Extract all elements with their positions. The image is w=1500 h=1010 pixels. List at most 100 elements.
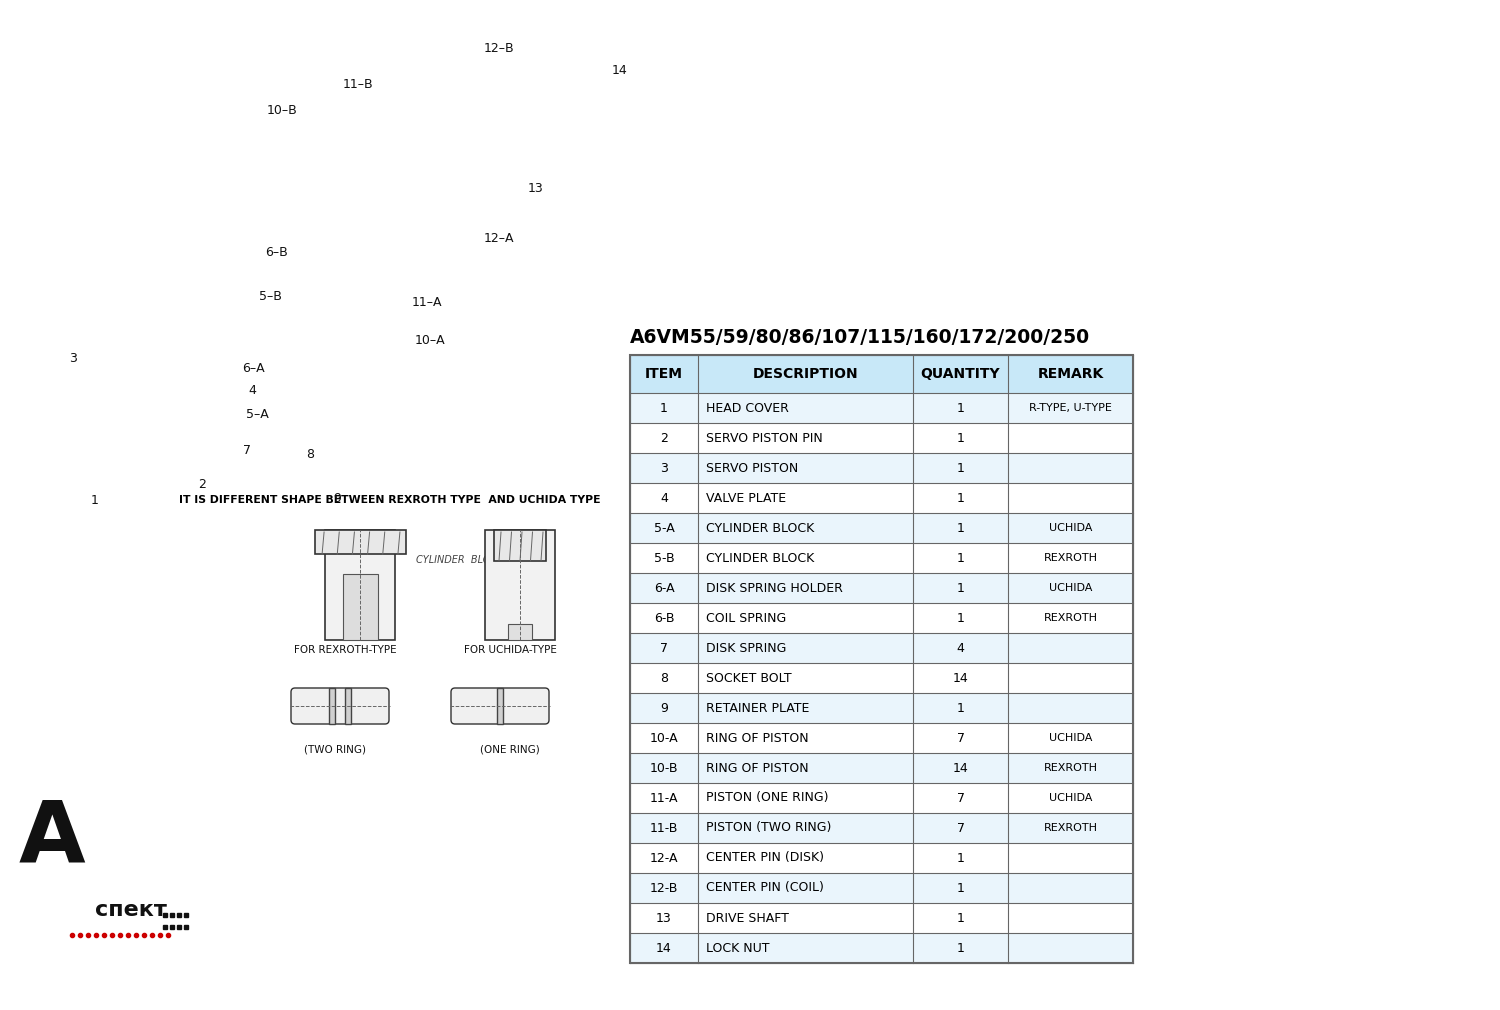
Text: 4: 4 bbox=[957, 641, 964, 654]
Text: 2: 2 bbox=[198, 479, 206, 492]
Bar bbox=[630, 693, 1132, 723]
Text: 1: 1 bbox=[957, 582, 964, 595]
Text: 9: 9 bbox=[660, 702, 668, 714]
Text: 3: 3 bbox=[69, 351, 76, 365]
Text: 1: 1 bbox=[957, 402, 964, 414]
Bar bbox=[507, 623, 532, 640]
Text: 6-B: 6-B bbox=[654, 611, 675, 624]
FancyBboxPatch shape bbox=[291, 688, 388, 724]
Text: CYLINDER BLOCK: CYLINDER BLOCK bbox=[706, 551, 815, 565]
Text: CENTER PIN (DISK): CENTER PIN (DISK) bbox=[706, 851, 824, 865]
Text: PISTON (TWO RING): PISTON (TWO RING) bbox=[706, 821, 831, 834]
Text: 8: 8 bbox=[306, 448, 314, 462]
Text: 12–B: 12–B bbox=[483, 41, 514, 55]
Bar bbox=[630, 573, 1132, 603]
Text: 11-B: 11-B bbox=[650, 821, 678, 834]
Text: 1: 1 bbox=[957, 521, 964, 534]
Text: 7: 7 bbox=[957, 821, 964, 834]
Text: 14: 14 bbox=[952, 672, 969, 685]
Text: 7: 7 bbox=[660, 641, 668, 654]
Text: IT IS DIFFERENT SHAPE BETWEEN REXROTH TYPE  AND UCHIDA TYPE: IT IS DIFFERENT SHAPE BETWEEN REXROTH TY… bbox=[180, 495, 600, 505]
Text: 7: 7 bbox=[957, 731, 964, 744]
Text: CENTER PIN (COIL): CENTER PIN (COIL) bbox=[706, 882, 824, 895]
Text: 10–B: 10–B bbox=[267, 103, 297, 116]
Text: DESCRIPTION: DESCRIPTION bbox=[753, 367, 858, 381]
Text: SERVO PISTON: SERVO PISTON bbox=[706, 462, 798, 475]
Text: 1: 1 bbox=[957, 702, 964, 714]
Text: 1: 1 bbox=[660, 402, 668, 414]
Text: REXROTH: REXROTH bbox=[1044, 823, 1098, 833]
Bar bbox=[494, 530, 546, 561]
Text: DISK SPRING: DISK SPRING bbox=[706, 641, 786, 654]
Text: 13: 13 bbox=[656, 911, 672, 924]
Bar bbox=[630, 393, 1132, 423]
Text: (TWO RING): (TWO RING) bbox=[304, 745, 366, 755]
Bar bbox=[345, 688, 351, 724]
Bar bbox=[630, 843, 1132, 873]
Text: 11–B: 11–B bbox=[342, 79, 374, 92]
Text: 12-B: 12-B bbox=[650, 882, 678, 895]
Text: 3: 3 bbox=[660, 462, 668, 475]
Text: VALVE PLATE: VALVE PLATE bbox=[706, 492, 786, 505]
Text: 4: 4 bbox=[660, 492, 668, 505]
Bar bbox=[342, 574, 378, 640]
Bar bbox=[630, 663, 1132, 693]
Bar bbox=[496, 688, 502, 724]
Text: 12–A: 12–A bbox=[483, 231, 514, 244]
Text: 14: 14 bbox=[952, 762, 969, 775]
Bar bbox=[630, 723, 1132, 753]
Text: UCHIDA: UCHIDA bbox=[1048, 523, 1092, 533]
Text: 2: 2 bbox=[660, 431, 668, 444]
Text: 6-A: 6-A bbox=[654, 582, 675, 595]
Bar bbox=[484, 530, 555, 640]
Text: RING OF PISTON: RING OF PISTON bbox=[706, 731, 809, 744]
Text: A6VM55/59/80/86/107/115/160/172/200/250: A6VM55/59/80/86/107/115/160/172/200/250 bbox=[630, 328, 1090, 347]
Text: 10-B: 10-B bbox=[650, 762, 678, 775]
Text: (ONE RING): (ONE RING) bbox=[480, 745, 540, 755]
Bar bbox=[630, 483, 1132, 513]
Bar bbox=[328, 688, 334, 724]
Bar bbox=[630, 355, 1132, 393]
Text: 13: 13 bbox=[528, 182, 544, 195]
Text: ITEM: ITEM bbox=[645, 367, 682, 381]
Text: 1: 1 bbox=[957, 611, 964, 624]
Text: 5-B: 5-B bbox=[654, 551, 675, 565]
Bar bbox=[630, 423, 1132, 453]
Text: COIL SPRING: COIL SPRING bbox=[706, 611, 786, 624]
Text: CYLINDER BLOCK: CYLINDER BLOCK bbox=[706, 521, 815, 534]
Bar bbox=[630, 355, 1132, 963]
Bar bbox=[630, 813, 1132, 843]
Bar bbox=[630, 783, 1132, 813]
Text: RING OF PISTON: RING OF PISTON bbox=[706, 762, 809, 775]
Text: 1: 1 bbox=[957, 911, 964, 924]
Text: 10–A: 10–A bbox=[414, 333, 446, 346]
Text: 10-A: 10-A bbox=[650, 731, 678, 744]
Text: 6–B: 6–B bbox=[264, 245, 288, 259]
Text: 11-A: 11-A bbox=[650, 792, 678, 805]
Text: 12-A: 12-A bbox=[650, 851, 678, 865]
Bar bbox=[630, 513, 1132, 543]
Text: 8: 8 bbox=[660, 672, 668, 685]
Text: SERVO PISTON PIN: SERVO PISTON PIN bbox=[706, 431, 822, 444]
Text: 5-A: 5-A bbox=[654, 521, 675, 534]
Text: 1: 1 bbox=[957, 551, 964, 565]
Text: 14: 14 bbox=[656, 941, 672, 954]
Text: CYLINDER  BLOCK: CYLINDER BLOCK bbox=[416, 556, 504, 565]
Text: спект: спект bbox=[94, 900, 166, 920]
Bar bbox=[630, 903, 1132, 933]
Text: 7: 7 bbox=[957, 792, 964, 805]
FancyBboxPatch shape bbox=[452, 688, 549, 724]
Text: UCHIDA: UCHIDA bbox=[1048, 793, 1092, 803]
Text: 1: 1 bbox=[92, 494, 99, 506]
Text: 5–A: 5–A bbox=[246, 408, 268, 421]
Text: DISK SPRING HOLDER: DISK SPRING HOLDER bbox=[706, 582, 843, 595]
Text: REXROTH: REXROTH bbox=[1044, 763, 1098, 773]
Text: 9: 9 bbox=[333, 492, 340, 505]
Text: FOR REXROTH-TYPE: FOR REXROTH-TYPE bbox=[294, 645, 396, 655]
Text: RETAINER PLATE: RETAINER PLATE bbox=[706, 702, 810, 714]
Bar bbox=[630, 453, 1132, 483]
Bar bbox=[326, 530, 394, 640]
Text: 4: 4 bbox=[248, 384, 256, 397]
Text: FOR UCHIDA-TYPE: FOR UCHIDA-TYPE bbox=[464, 645, 556, 655]
Text: A6VM SERIES: A6VM SERIES bbox=[1418, 499, 1460, 814]
